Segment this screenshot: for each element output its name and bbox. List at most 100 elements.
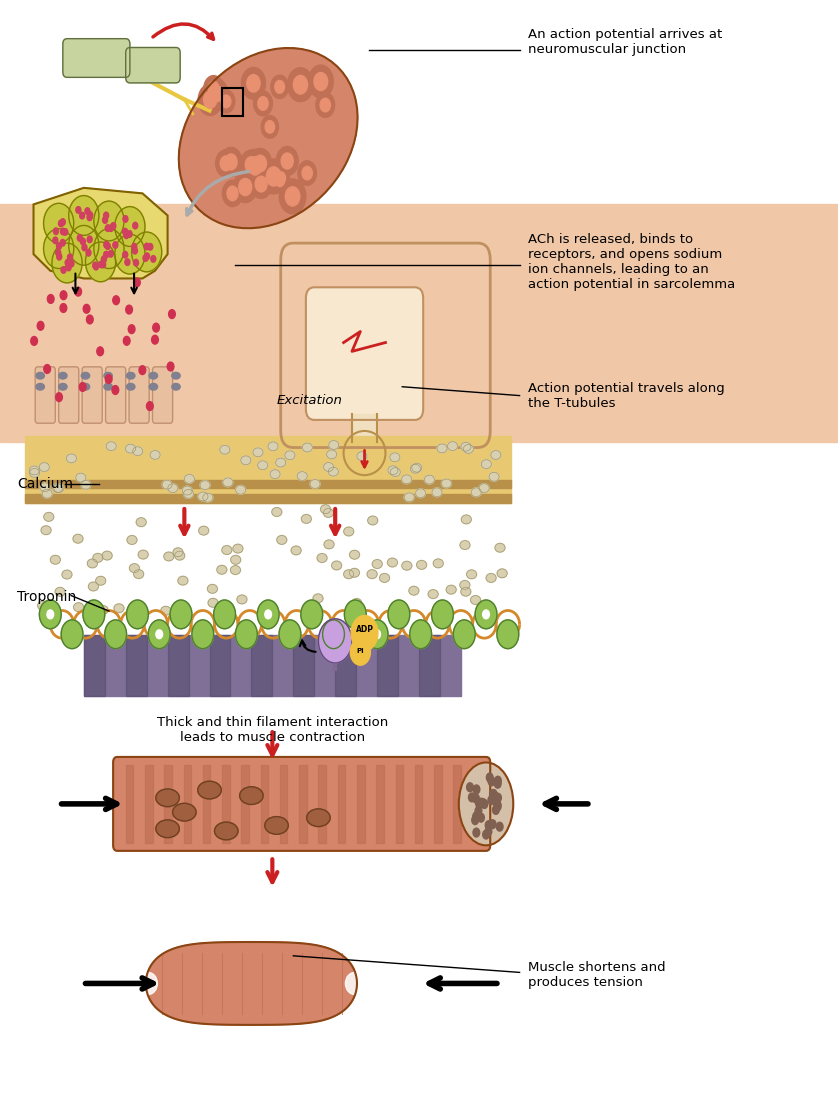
Ellipse shape [50,556,60,565]
Bar [357,765,365,843]
Circle shape [277,147,298,176]
Circle shape [210,85,223,102]
Circle shape [481,800,488,809]
Ellipse shape [491,451,501,460]
Circle shape [53,238,58,244]
Circle shape [128,325,135,334]
Ellipse shape [133,570,143,579]
Ellipse shape [96,577,106,586]
Circle shape [60,219,65,225]
Circle shape [124,232,129,239]
Ellipse shape [173,803,196,821]
Circle shape [192,620,214,649]
Ellipse shape [332,561,342,570]
Circle shape [126,305,132,314]
Ellipse shape [424,475,434,484]
Ellipse shape [497,569,507,578]
Text: ACh is released, binds to
receptors, and opens sodium
ion channels, leading to a: ACh is released, binds to receptors, and… [528,233,735,291]
Circle shape [318,619,352,663]
Circle shape [493,806,499,814]
Circle shape [123,336,130,345]
Circle shape [94,201,124,241]
Circle shape [106,375,112,383]
Ellipse shape [53,484,63,493]
Ellipse shape [75,473,85,482]
Ellipse shape [460,540,470,549]
Circle shape [265,610,272,619]
Circle shape [432,600,453,629]
Ellipse shape [59,383,67,390]
Ellipse shape [230,566,241,575]
Circle shape [215,150,236,177]
Ellipse shape [36,383,44,390]
Ellipse shape [39,463,49,472]
Text: Excitation: Excitation [277,393,343,407]
Circle shape [275,173,285,187]
Circle shape [75,287,81,296]
Ellipse shape [388,466,398,475]
Ellipse shape [86,608,96,617]
Bar [419,635,440,696]
Ellipse shape [285,451,295,460]
Circle shape [276,172,286,185]
Circle shape [106,224,111,231]
Circle shape [170,600,192,629]
Circle shape [475,600,497,629]
Ellipse shape [467,570,477,579]
Ellipse shape [380,573,390,582]
Ellipse shape [404,493,414,502]
Circle shape [56,243,61,250]
FancyBboxPatch shape [126,48,180,83]
Ellipse shape [401,475,411,484]
Circle shape [87,236,92,243]
Text: Thick and thin filament interaction
leads to muscle contraction: Thick and thin filament interaction lead… [157,716,388,744]
Circle shape [199,84,222,116]
Circle shape [485,827,492,835]
Circle shape [75,207,80,213]
Circle shape [388,600,410,629]
Bar [280,765,287,843]
Ellipse shape [38,601,48,610]
Circle shape [473,794,479,803]
Ellipse shape [446,586,456,594]
Circle shape [115,234,145,274]
Ellipse shape [432,488,442,497]
Ellipse shape [390,453,400,462]
Circle shape [44,229,74,269]
Text: Calcium: Calcium [17,477,73,491]
Bar [145,765,153,843]
Circle shape [104,251,109,257]
Circle shape [85,208,90,214]
Ellipse shape [184,490,194,498]
Circle shape [475,807,482,815]
Circle shape [68,254,73,261]
Bar [453,765,461,843]
Circle shape [127,600,148,629]
Circle shape [489,820,496,829]
Ellipse shape [328,441,339,450]
Circle shape [485,821,492,830]
Ellipse shape [471,488,481,497]
Bar [25,494,511,503]
Circle shape [279,620,301,649]
Circle shape [82,244,87,251]
Circle shape [241,67,266,99]
Text: Action potential travels along
the T-tubules: Action potential travels along the T-tub… [528,381,725,410]
Circle shape [37,322,44,330]
Circle shape [494,802,501,811]
Ellipse shape [241,456,251,465]
Text: Muscle shortens and
produces tension: Muscle shortens and produces tension [528,960,665,989]
Circle shape [242,149,267,182]
Circle shape [31,337,38,346]
Bar [335,635,356,696]
Ellipse shape [156,789,179,807]
Circle shape [133,260,138,266]
FancyBboxPatch shape [129,367,149,423]
Circle shape [272,167,289,190]
Ellipse shape [344,527,354,536]
Ellipse shape [127,372,135,379]
Circle shape [60,228,65,234]
Circle shape [323,620,344,649]
Ellipse shape [303,443,313,452]
Ellipse shape [349,568,360,577]
